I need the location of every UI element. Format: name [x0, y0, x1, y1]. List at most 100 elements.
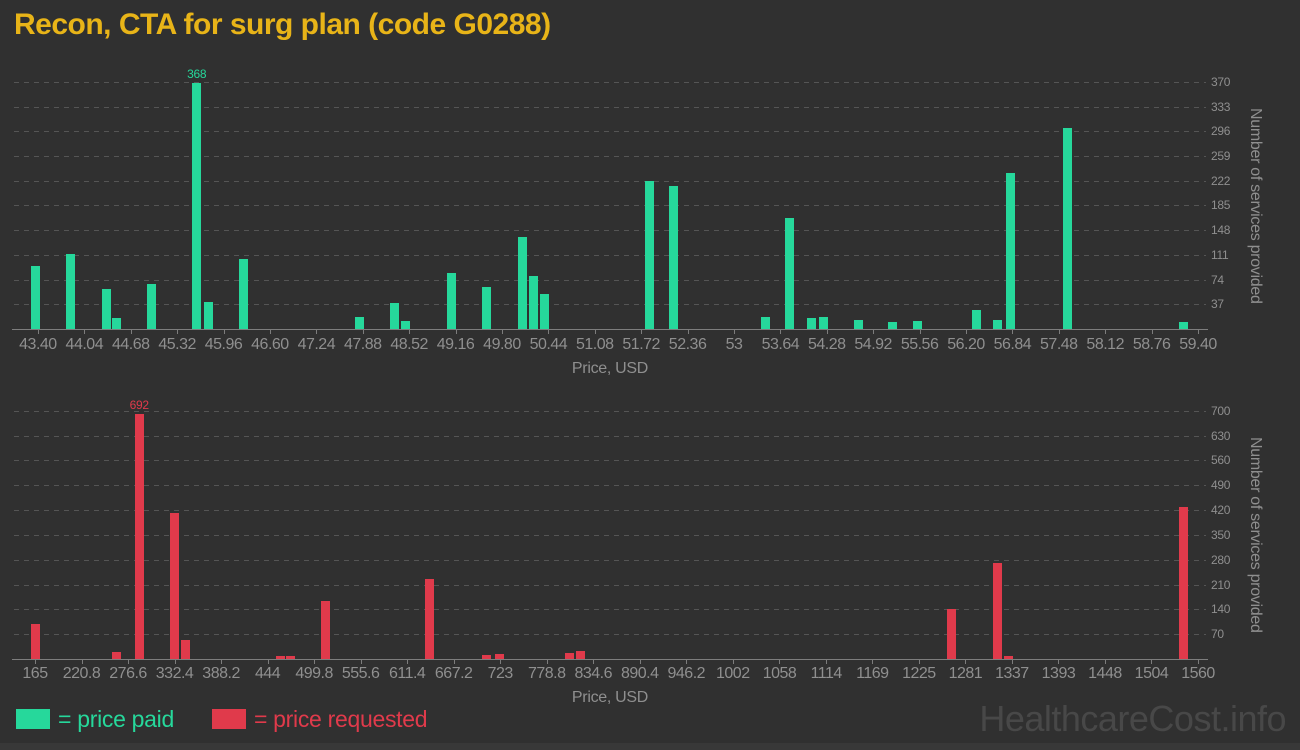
x-axis-tick-label: 890.4: [620, 665, 659, 682]
y-axis-tick-label: 210: [1211, 577, 1231, 592]
y-axis-title: Number of services provided: [1247, 437, 1264, 633]
x-axis-tick-mark: [501, 330, 503, 334]
bar-price-paid: [912, 321, 922, 329]
x-axis-tick-label: 43.40: [19, 336, 57, 353]
y-axis-title: Number of services provided: [1247, 107, 1264, 304]
y-gridline: [14, 156, 1206, 158]
bar-price-paid: [101, 289, 111, 329]
x-axis-tick-mark: [546, 660, 548, 664]
bar-price-paid: [1005, 173, 1015, 329]
bar-price-paid: [888, 322, 898, 329]
x-axis-tick-mark: [128, 660, 130, 664]
x-axis-tick-mark: [81, 660, 83, 664]
x-axis-tick-mark: [221, 660, 223, 664]
x-axis-tick-mark: [314, 660, 316, 664]
x-axis-tick-mark: [1012, 330, 1014, 334]
x-axis-tick-mark: [826, 330, 828, 334]
x-axis-tick-label: 45.96: [204, 336, 243, 353]
bar-price-paid: [66, 254, 76, 329]
x-axis-tick-mark: [174, 660, 176, 664]
x-axis-tick-label: 1560: [1181, 665, 1215, 682]
y-axis-tick-label: 222: [1211, 173, 1231, 188]
y-gridline: [14, 205, 1206, 207]
x-axis-tick-label: 47.24: [297, 336, 336, 353]
x-axis-tick-label: 667.2: [434, 665, 473, 682]
y-gridline: [14, 460, 1206, 462]
bottom-edge: [0, 743, 1300, 750]
x-axis-tick-mark: [360, 660, 362, 664]
x-axis-tick-label: 1448: [1088, 665, 1122, 682]
x-axis-tick-mark: [965, 660, 967, 664]
bar-price-paid: [540, 294, 550, 329]
x-axis-tick-mark: [407, 660, 409, 664]
bar-price-paid: [354, 317, 364, 329]
x-axis-tick-mark: [639, 660, 641, 664]
x-axis-tick-label: 45.32: [158, 336, 196, 353]
y-gridline: [14, 534, 1206, 536]
bar-price-paid: [517, 237, 527, 329]
bar-price-requested: [993, 563, 1003, 659]
x-axis-tick-label: 1169: [856, 665, 889, 682]
bar-price-paid: [31, 266, 41, 329]
x-axis-tick-label: 51.08: [575, 336, 614, 353]
y-gridline: [14, 131, 1206, 133]
x-axis-tick-mark: [733, 330, 735, 334]
x-axis-tick-label: 44.04: [65, 336, 104, 353]
x-axis-tick-mark: [918, 660, 920, 664]
x-axis-tick-label: 55.56: [900, 336, 939, 353]
x-axis-tick-label: 332.4: [155, 665, 194, 682]
x-axis-tick-mark: [455, 330, 457, 334]
x-axis-tick-label: 388.2: [202, 665, 240, 682]
price-paid-swatch: [16, 709, 50, 729]
bar-price-paid: [971, 310, 981, 329]
x-axis-tick-mark: [1058, 330, 1060, 334]
x-axis-title: Price, USD: [571, 689, 649, 706]
bar-price-paid: [192, 83, 202, 329]
x-axis-tick-label: 1114: [810, 665, 843, 682]
x-axis-tick-mark: [1151, 660, 1153, 664]
page-title: Recon, CTA for surg plan (code G0288): [14, 8, 551, 41]
y-axis-tick-label: 420: [1211, 503, 1231, 518]
x-axis-tick-mark: [780, 330, 782, 334]
x-axis-tick-label: 444: [254, 665, 281, 682]
x-axis-tick-label: 1058: [762, 665, 797, 682]
y-axis-tick-label: 185: [1211, 198, 1231, 213]
bar-price-requested: [286, 656, 296, 659]
y-gridline: [14, 254, 1206, 256]
x-axis-tick-mark: [1104, 660, 1106, 664]
x-axis-tick-mark: [872, 660, 874, 664]
bar-price-paid: [203, 302, 213, 329]
x-axis-tick-label: 51.72: [622, 336, 660, 353]
bar-price-paid: [147, 284, 157, 329]
x-axis-tick-label: 56.20: [947, 336, 985, 353]
y-axis-tick-label: 296: [1211, 124, 1231, 139]
bar-price-paid: [529, 276, 539, 329]
x-axis-tick-label: 778.8: [527, 665, 566, 682]
bar-price-requested: [494, 654, 504, 659]
x-axis-tick-label: 44.68: [111, 336, 150, 353]
bar-price-requested: [169, 513, 179, 659]
bar-price-requested: [946, 609, 956, 659]
y-gridline: [14, 230, 1206, 232]
x-axis-tick-mark: [686, 660, 688, 664]
bar-value-label: 368: [187, 67, 207, 81]
x-axis-tick-mark: [362, 330, 364, 334]
y-gridline: [14, 609, 1206, 611]
x-axis-tick-label: 834.6: [574, 665, 612, 682]
x-axis-tick-label: 1393: [1041, 665, 1076, 682]
x-axis-tick-mark: [1011, 660, 1013, 664]
x-axis-tick-mark: [594, 330, 596, 334]
x-axis-tick-mark: [873, 330, 875, 334]
y-gridline: [14, 304, 1206, 306]
bar-price-requested: [275, 656, 285, 659]
y-axis-tick-label: 700: [1211, 403, 1231, 418]
x-axis-tick-label: 48.52: [390, 336, 428, 353]
bar-price-paid: [645, 181, 655, 329]
y-axis-tick-label: 280: [1211, 552, 1231, 567]
y-gridline: [14, 559, 1206, 561]
bar-price-paid: [111, 318, 121, 329]
bar-price-requested: [564, 653, 574, 659]
bar-price-requested: [1004, 656, 1014, 659]
x-axis-tick-mark: [223, 330, 225, 334]
